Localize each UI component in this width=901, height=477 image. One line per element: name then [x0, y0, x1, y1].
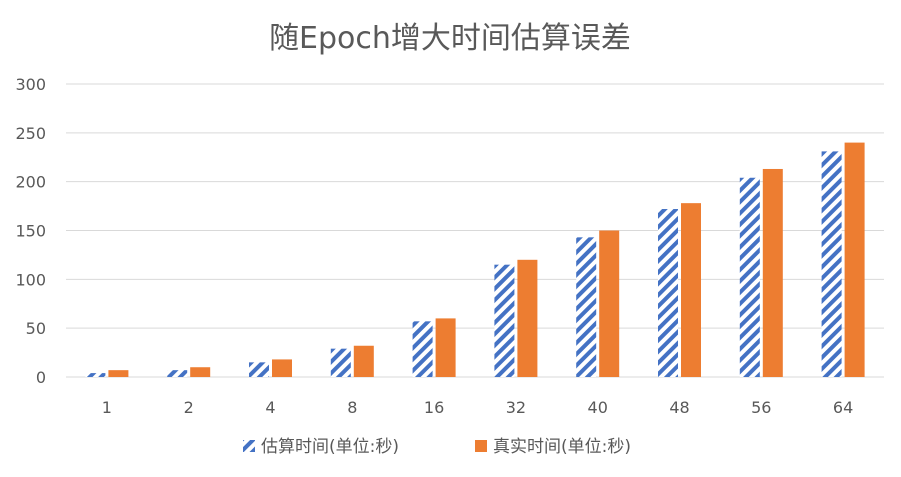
- bar-actual: [435, 318, 456, 377]
- bar-actual: [190, 367, 211, 377]
- y-tick-label: 150: [15, 222, 46, 241]
- x-tick-label: 40: [588, 398, 608, 417]
- bar-actual: [599, 230, 620, 377]
- chart-title: 随Epoch增大时间估算误差: [269, 21, 631, 56]
- bar-actual: [681, 203, 701, 377]
- bar-estimated: [494, 264, 515, 377]
- x-tick-label: 48: [669, 398, 689, 417]
- x-tick-label: 64: [833, 398, 853, 417]
- bar-estimated: [249, 362, 269, 377]
- bar-estimated: [330, 348, 351, 377]
- bar-estimated: [167, 370, 188, 377]
- x-tick-label: 1: [102, 398, 112, 417]
- legend: 估算时间(单位:秒) 真实时间(单位:秒): [243, 437, 631, 457]
- legend-swatch-actual: [475, 440, 487, 452]
- legend-swatch-estimated: [243, 440, 255, 452]
- x-tick-label: 32: [506, 398, 526, 417]
- x-axis-ticks: 1 2 4 8 16 32 40 48 56 64: [102, 398, 853, 417]
- x-tick-label: 2: [184, 398, 194, 417]
- bar-actual: [108, 370, 129, 377]
- bar-actual: [272, 359, 292, 377]
- bar-estimated: [412, 321, 433, 377]
- bar-actual: [762, 168, 783, 377]
- legend-label-actual: 真实时间(单位:秒): [493, 437, 631, 457]
- y-tick-label: 250: [15, 124, 46, 143]
- x-tick-label: 56: [751, 398, 771, 417]
- bar-actual: [353, 345, 374, 377]
- y-tick-label: 200: [15, 173, 46, 192]
- y-tick-label: 300: [15, 75, 46, 94]
- legend-label-estimated: 估算时间(单位:秒): [261, 437, 399, 457]
- bar-actual: [844, 142, 865, 377]
- bar-estimated: [821, 151, 842, 377]
- bars: [85, 142, 865, 377]
- gridlines: [66, 83, 884, 378]
- bar-estimated: [576, 237, 597, 377]
- y-tick-label: 0: [36, 368, 46, 387]
- x-tick-label: 4: [265, 398, 275, 417]
- x-tick-label: 8: [347, 398, 357, 417]
- bar-actual: [517, 259, 538, 377]
- y-tick-label: 50: [26, 319, 46, 338]
- bar-estimated: [739, 177, 760, 377]
- x-tick-label: 16: [424, 398, 444, 417]
- y-axis-ticks: 0 50 100 150 200 250 300: [15, 75, 46, 387]
- y-tick-label: 100: [15, 270, 46, 289]
- bar-estimated: [85, 373, 106, 377]
- bar-estimated: [658, 209, 678, 377]
